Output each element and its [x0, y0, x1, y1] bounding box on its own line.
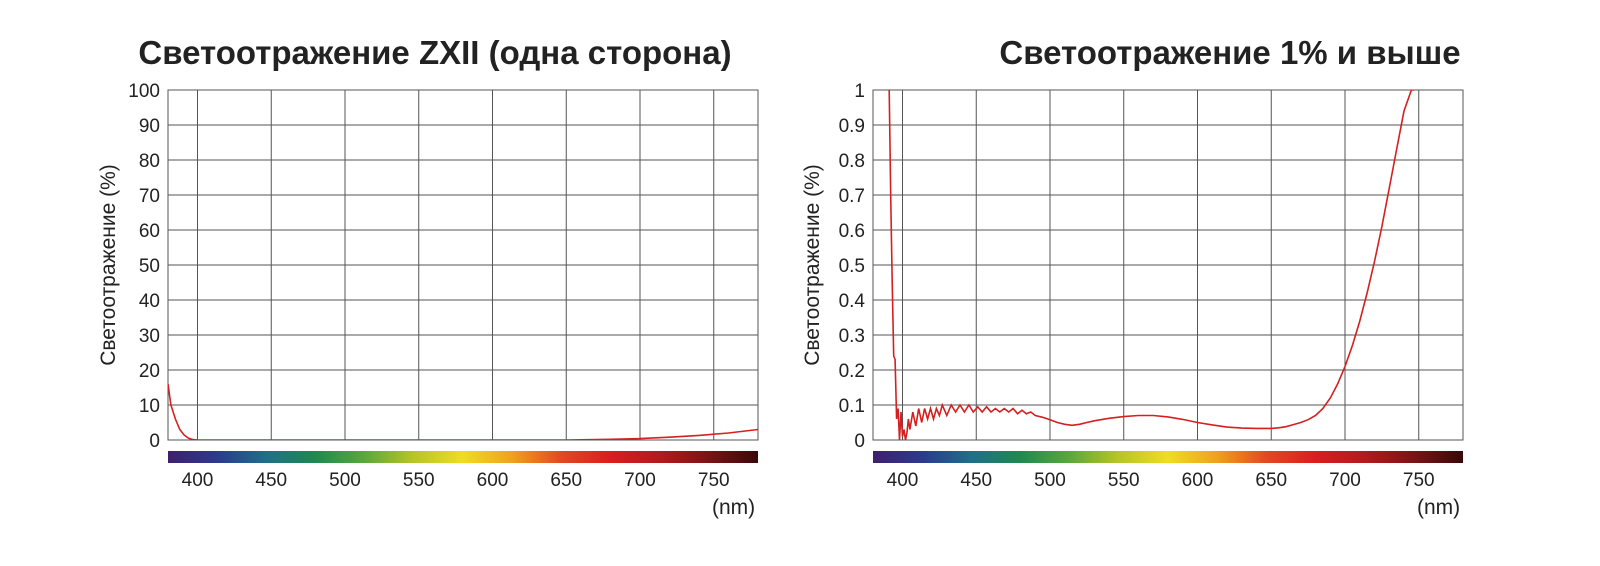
spectrum-bar — [873, 451, 1463, 463]
y-tick-label: 0 — [854, 431, 865, 452]
chart-title: Светоотражение ZXII (одна сторона) — [138, 34, 732, 71]
y-tick-label: 60 — [139, 221, 160, 242]
y-tick-label: 0.9 — [839, 116, 865, 137]
y-tick-label: 0.1 — [839, 396, 865, 417]
y-tick-label: 0.6 — [839, 221, 865, 242]
y-tick-label: 1 — [854, 81, 865, 102]
y-tick-label: 0.7 — [839, 186, 865, 207]
x-tick-label: 450 — [960, 470, 992, 491]
y-tick-label: 100 — [128, 81, 160, 102]
chart-title: Светоотражение 1% и выше — [999, 34, 1461, 71]
y-tick-label: 0.2 — [839, 361, 865, 382]
y-tick-label: 0.4 — [839, 291, 866, 312]
y-tick-label: 90 — [139, 116, 160, 137]
x-tick-label: 700 — [1329, 470, 1361, 491]
y-tick-label: 50 — [139, 256, 160, 277]
y-tick-label: 30 — [139, 326, 160, 347]
x-axis-unit-label: (nm) — [1417, 496, 1461, 519]
series-line — [168, 383, 758, 440]
y-axis-label: Светоотражение (%) — [801, 164, 824, 366]
x-tick-label: 650 — [1255, 470, 1287, 491]
x-tick-label: 600 — [477, 470, 509, 491]
chart-plot: 0 10 20 30 40 50 60 70 80 90 100 400 450 500 550 600 650… — [97, 81, 759, 491]
x-tick-label: 500 — [1034, 470, 1066, 491]
x-tick-label: 550 — [403, 470, 435, 491]
x-tick-label: 400 — [887, 470, 919, 491]
x-tick-label: 550 — [1108, 470, 1140, 491]
y-tick-label: 0 — [149, 431, 160, 452]
series-line — [888, 90, 1415, 440]
chart-plot: 0 0.1 0.2 0.3 0.4 0.5 0.6 0.7 0.8 0.9 1 400 450 500 55… — [801, 81, 1464, 491]
y-tick-label: 10 — [139, 396, 160, 417]
x-tick-label: 450 — [255, 470, 287, 491]
y-tick-label: 0.8 — [839, 151, 865, 172]
chart-panel-right: Светоотражение 1% и выше 0 0.1 0.2 0.3 0.4 0.… — [800, 0, 1600, 566]
plot-frame — [872, 89, 1464, 441]
x-tick-label: 400 — [182, 470, 214, 491]
x-tick-label: 600 — [1182, 470, 1214, 491]
y-tick-label: 0.5 — [839, 256, 865, 277]
x-tick-label: 500 — [329, 470, 361, 491]
x-axis-unit-label: (nm) — [712, 496, 756, 519]
y-tick-label: 0.3 — [839, 326, 865, 347]
x-tick-label: 750 — [698, 470, 730, 491]
chart-panel-left: Светоотражение ZXII (одна сторона) 0 10 20… — [97, 34, 759, 519]
x-tick-label: 750 — [1403, 470, 1435, 491]
x-tick-label: 650 — [550, 470, 582, 491]
y-tick-label: 20 — [139, 361, 160, 382]
spectrum-bar — [168, 451, 758, 463]
y-tick-label: 70 — [139, 186, 160, 207]
x-tick-label: 700 — [624, 470, 656, 491]
y-tick-label: 40 — [139, 291, 160, 312]
y-tick-label: 80 — [139, 151, 160, 172]
y-axis-label: Светоотражение (%) — [97, 164, 120, 366]
